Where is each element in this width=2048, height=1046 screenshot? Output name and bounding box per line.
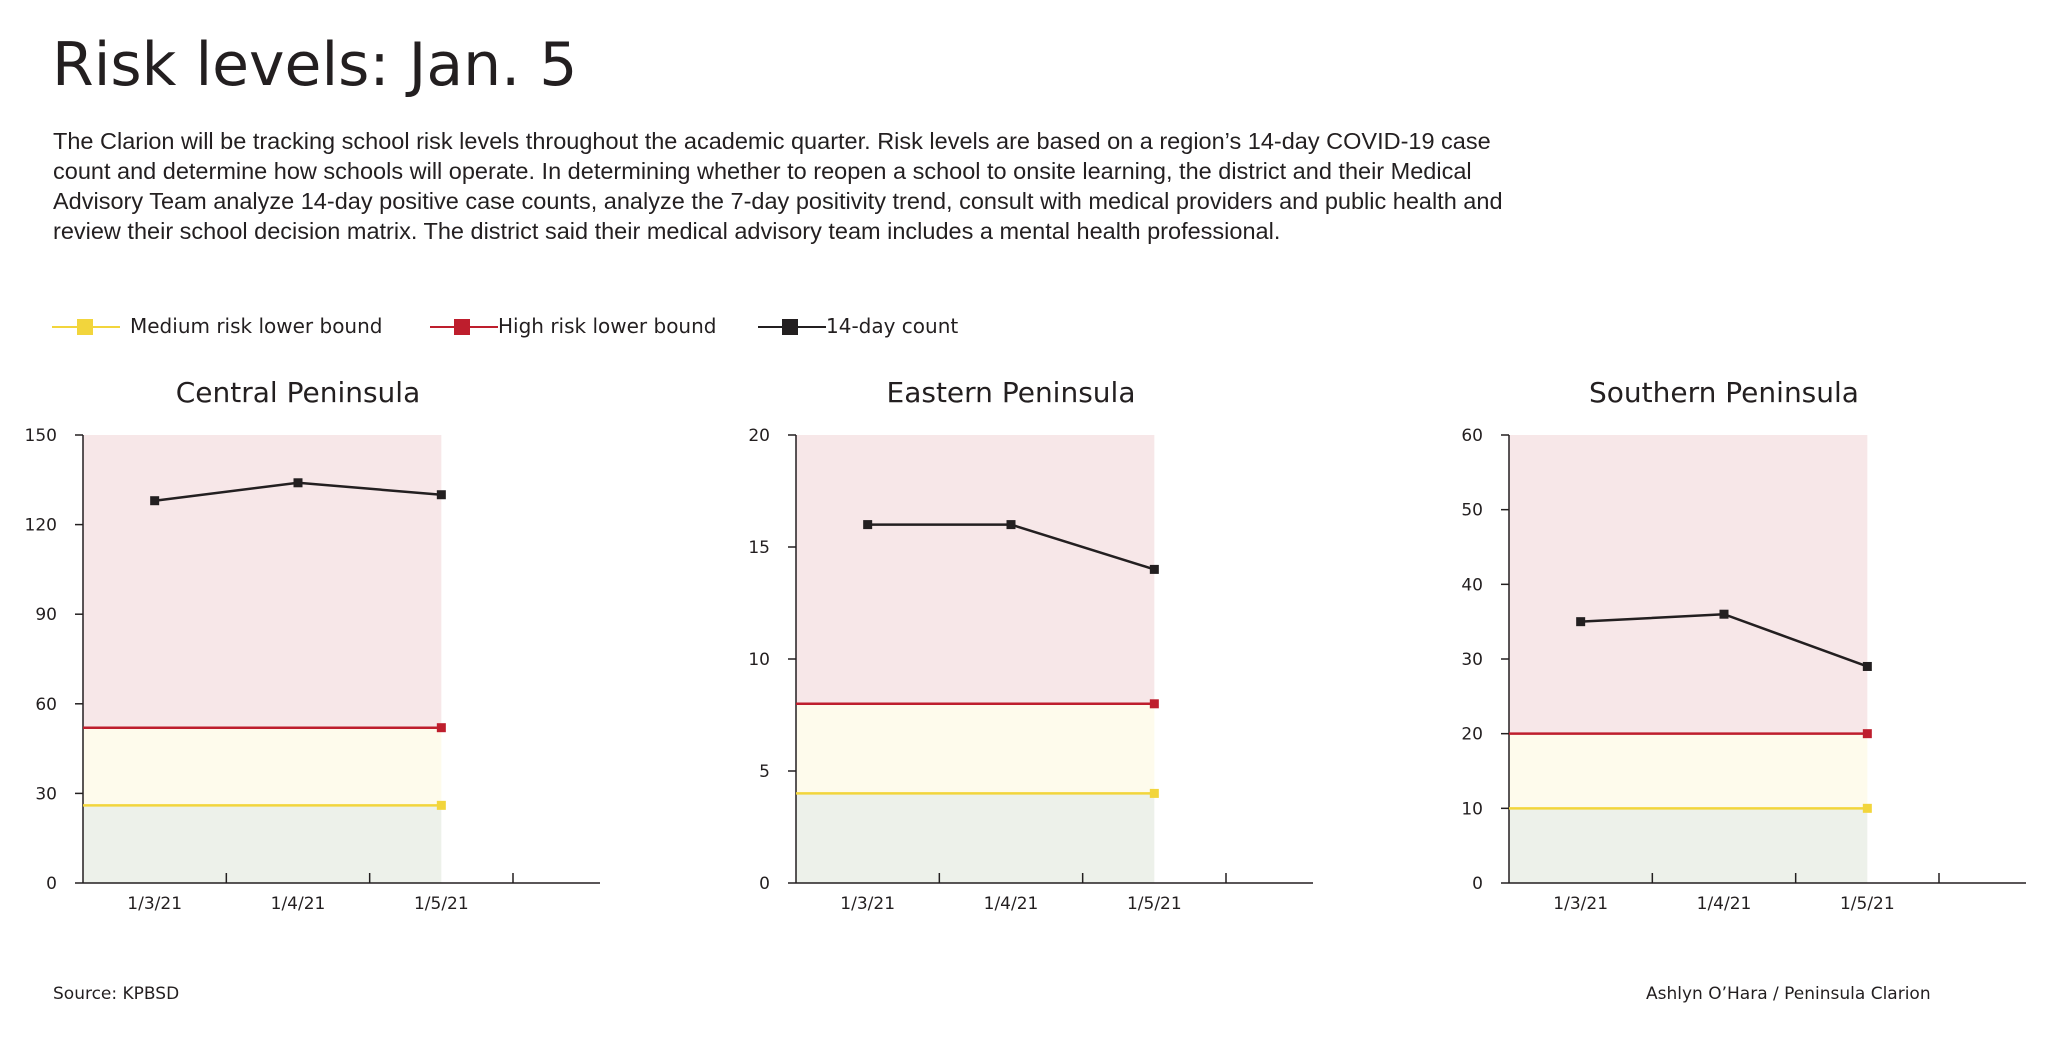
y-tick-label-eastern: 5 bbox=[759, 762, 770, 782]
y-tick-label-southern: 50 bbox=[1461, 501, 1483, 521]
x-tick-label-eastern: 1/3/21 bbox=[840, 894, 895, 914]
x-tick-label-central: 1/5/21 bbox=[414, 894, 469, 914]
legend-medium-label: Medium risk lower bound bbox=[130, 314, 383, 338]
zone-low-eastern bbox=[796, 793, 1155, 883]
page-description: The Clarion will be tracking school risk… bbox=[53, 128, 1503, 244]
zone-low-central bbox=[83, 805, 442, 883]
credit-note: Ashlyn O’Hara / Peninsula Clarion bbox=[1646, 984, 1931, 1004]
y-tick-label-southern: 10 bbox=[1461, 799, 1483, 819]
count-point-southern bbox=[1719, 609, 1729, 619]
x-tick-label-eastern: 1/4/21 bbox=[984, 894, 1039, 914]
y-tick-label-eastern: 15 bbox=[748, 538, 770, 558]
chart-title-central: Central Peninsula bbox=[175, 376, 421, 409]
count-point-eastern bbox=[1006, 520, 1016, 530]
legend-medium-swatch bbox=[52, 319, 120, 335]
y-tick-label-central: 120 bbox=[25, 516, 57, 536]
y-tick-label-southern: 40 bbox=[1461, 575, 1483, 595]
x-tick-label-southern: 1/5/21 bbox=[1840, 894, 1895, 914]
count-point-central bbox=[293, 478, 303, 488]
chart-title-eastern: Eastern Peninsula bbox=[886, 376, 1136, 409]
count-point-central bbox=[436, 490, 446, 500]
y-tick-label-central: 90 bbox=[35, 605, 57, 625]
count-point-southern bbox=[1862, 661, 1872, 671]
x-tick-label-eastern: 1/5/21 bbox=[1127, 894, 1182, 914]
y-tick-label-southern: 20 bbox=[1461, 725, 1483, 745]
y-tick-label-southern: 60 bbox=[1461, 426, 1483, 446]
x-tick-label-southern: 1/3/21 bbox=[1553, 894, 1608, 914]
x-tick-label-southern: 1/4/21 bbox=[1697, 894, 1752, 914]
zone-medium-eastern bbox=[796, 703, 1155, 794]
count-point-southern bbox=[1576, 617, 1586, 627]
medium-risk-marker-eastern bbox=[1149, 788, 1159, 798]
high-risk-marker-central bbox=[436, 723, 446, 733]
high-risk-marker-southern bbox=[1862, 729, 1872, 739]
y-tick-label-eastern: 10 bbox=[748, 650, 770, 670]
y-tick-label-central: 60 bbox=[35, 695, 57, 715]
y-tick-label-central: 0 bbox=[46, 874, 57, 894]
y-tick-label-southern: 30 bbox=[1461, 650, 1483, 670]
zone-high-central bbox=[83, 435, 442, 728]
count-point-eastern bbox=[1149, 564, 1159, 574]
zone-medium-southern bbox=[1509, 733, 1868, 809]
count-point-eastern bbox=[863, 520, 873, 530]
zone-high-eastern bbox=[796, 435, 1155, 704]
legend-count-swatch bbox=[758, 319, 826, 335]
medium-risk-marker-central bbox=[436, 800, 446, 810]
y-tick-label-eastern: 0 bbox=[759, 874, 770, 894]
y-tick-label-central: 150 bbox=[25, 426, 57, 446]
legend-count-label: 14-day count bbox=[826, 314, 959, 338]
legend-high-label: High risk lower bound bbox=[498, 314, 717, 338]
high-risk-marker-eastern bbox=[1149, 699, 1159, 709]
x-tick-label-central: 1/4/21 bbox=[271, 894, 326, 914]
x-tick-label-central: 1/3/21 bbox=[127, 894, 182, 914]
chart-title-southern: Southern Peninsula bbox=[1589, 376, 1859, 409]
zone-high-southern bbox=[1509, 435, 1868, 734]
legend-high-swatch bbox=[430, 319, 498, 335]
y-tick-label-central: 30 bbox=[35, 784, 57, 804]
source-note: Source: KPBSD bbox=[53, 984, 180, 1004]
zone-medium-central bbox=[83, 727, 442, 806]
medium-risk-marker-southern bbox=[1862, 803, 1872, 813]
zone-low-southern bbox=[1509, 808, 1868, 883]
count-point-central bbox=[150, 496, 160, 506]
y-tick-label-southern: 0 bbox=[1472, 874, 1483, 894]
y-tick-label-eastern: 20 bbox=[748, 426, 770, 446]
page-title: Risk levels: Jan. 5 bbox=[52, 30, 578, 100]
